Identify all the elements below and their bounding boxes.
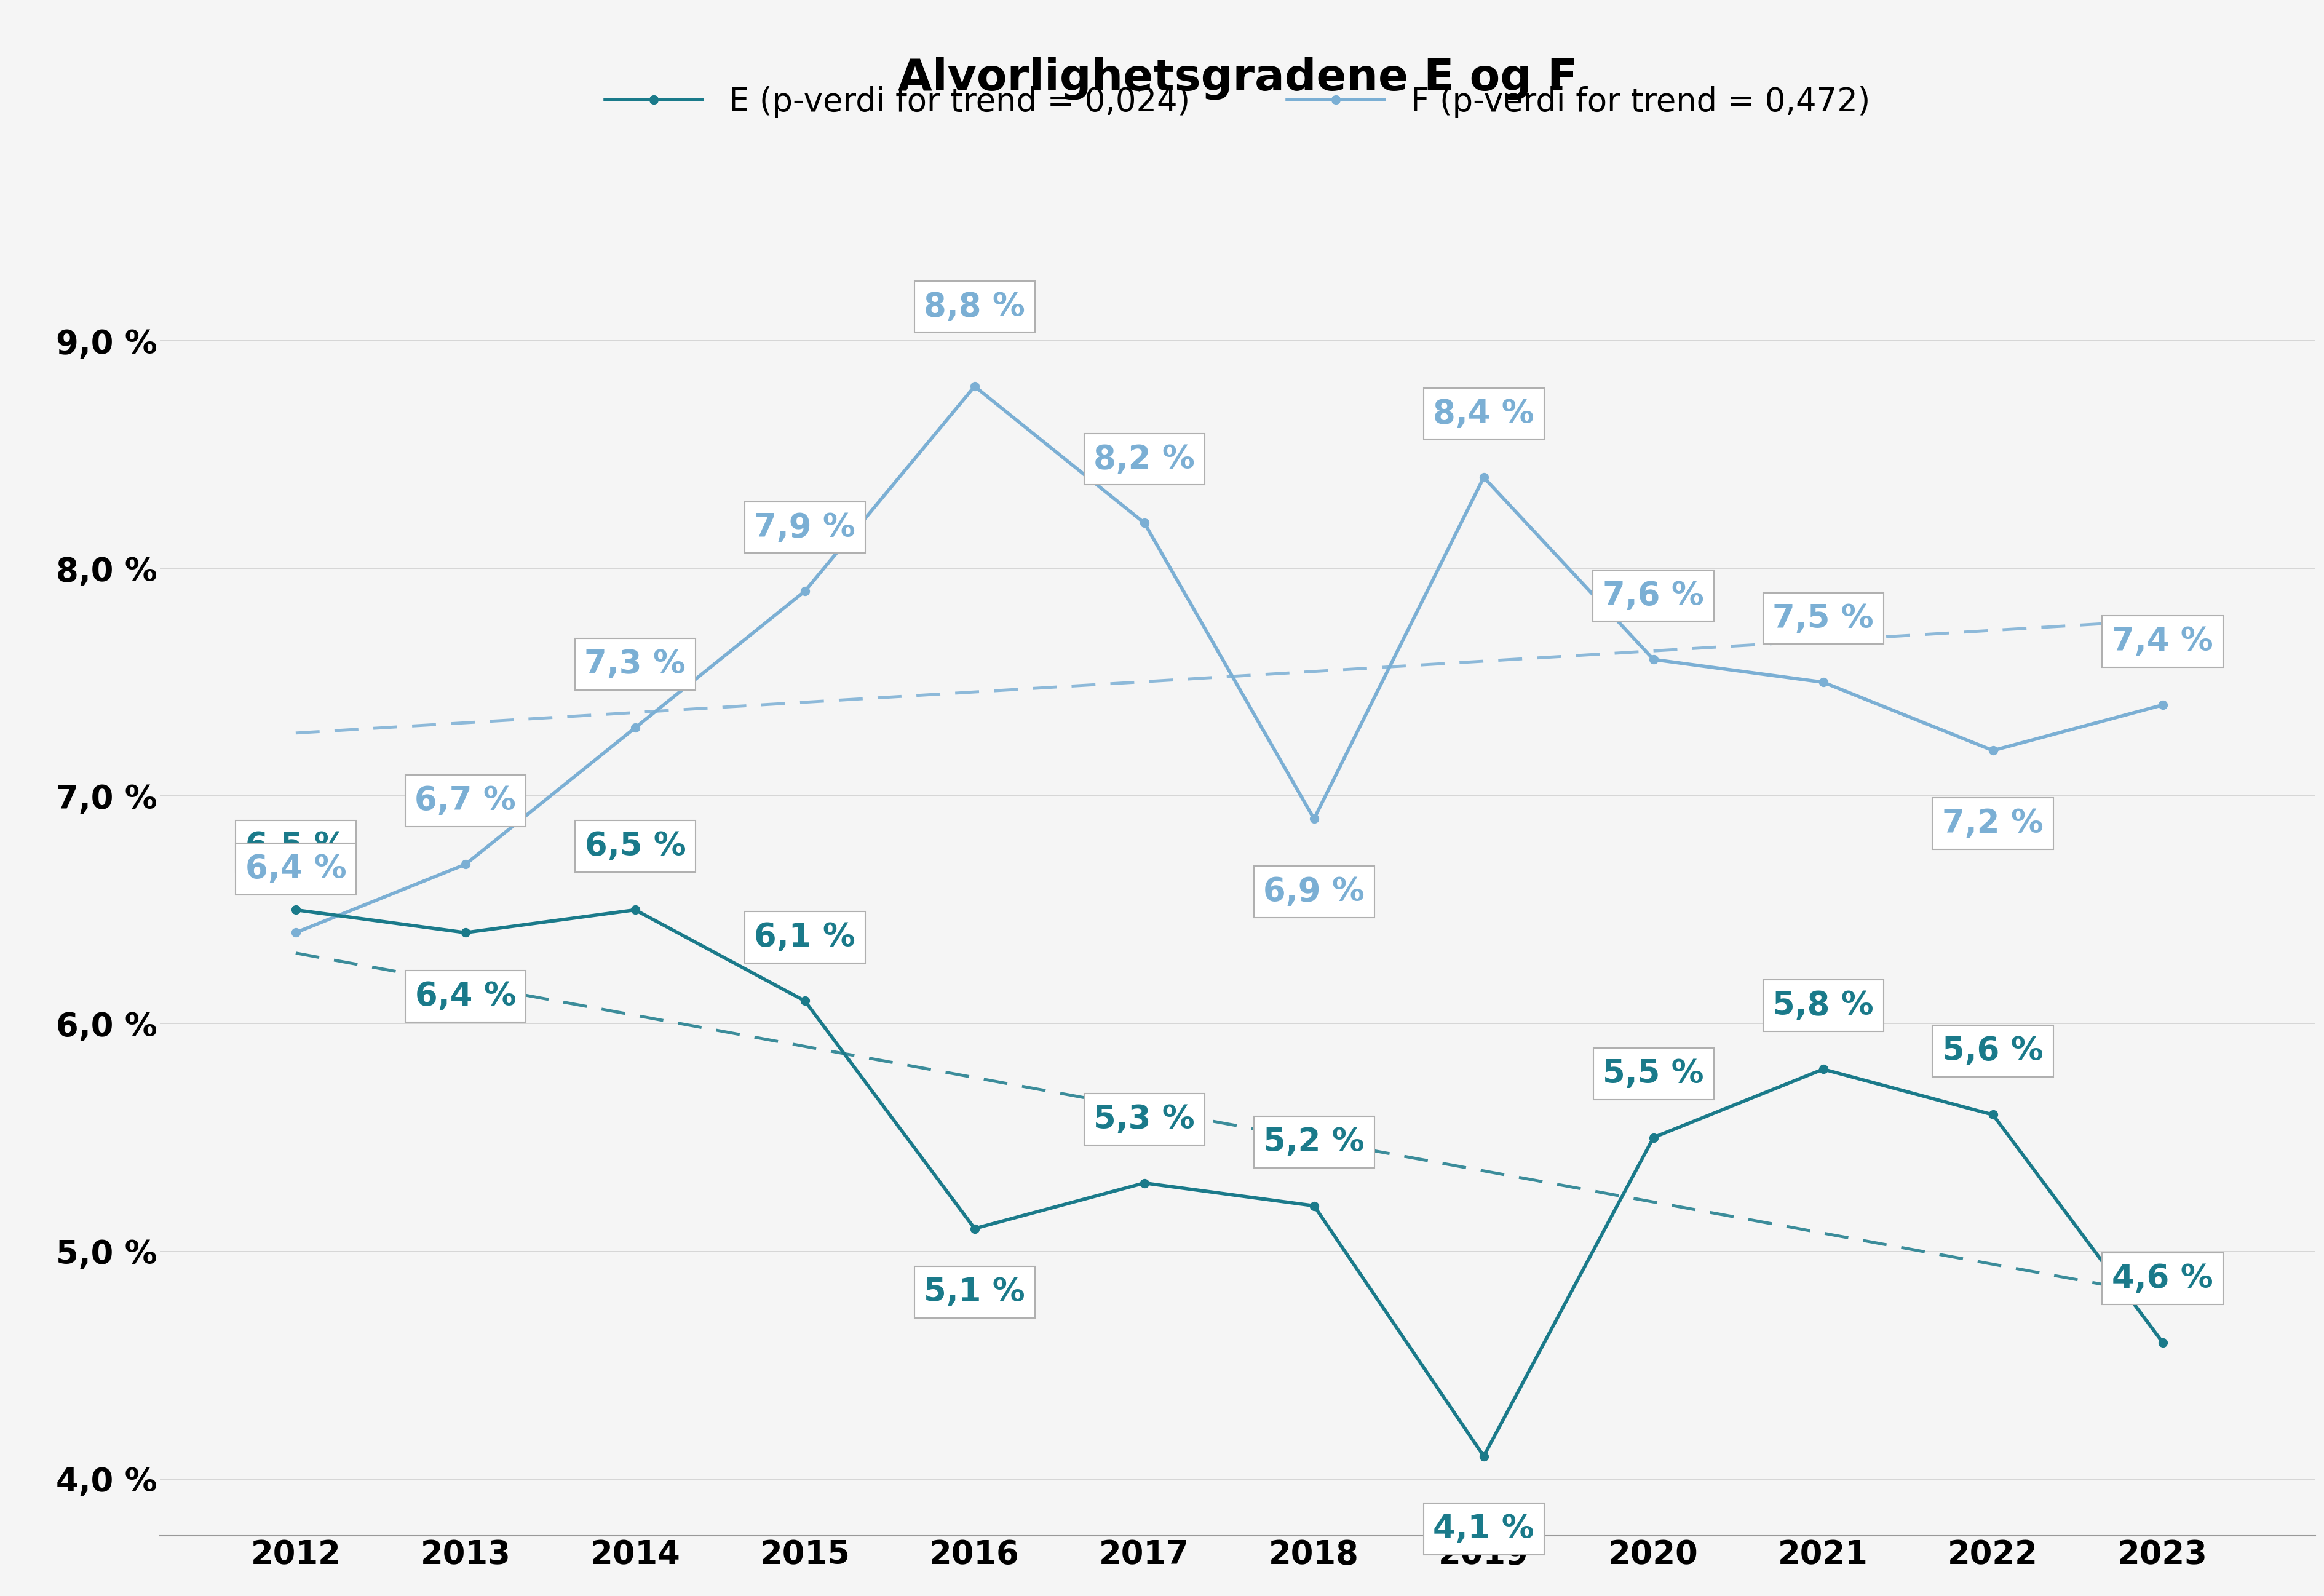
Text: 4,6 %: 4,6 % <box>2113 1262 2212 1294</box>
Text: 7,6 %: 7,6 % <box>1604 579 1703 611</box>
Text: 6,4 %: 6,4 % <box>414 980 516 1012</box>
Text: 8,8 %: 8,8 % <box>923 290 1025 322</box>
Text: 5,6 %: 5,6 % <box>1943 1036 2043 1068</box>
Text: 7,9 %: 7,9 % <box>753 511 855 544</box>
Text: 7,5 %: 7,5 % <box>1773 603 1873 635</box>
Text: 6,5 %: 6,5 % <box>244 830 346 862</box>
Text: 8,2 %: 8,2 % <box>1092 444 1195 476</box>
Text: 7,2 %: 7,2 % <box>1943 808 2043 839</box>
Text: 8,4 %: 8,4 % <box>1434 397 1534 429</box>
Text: 5,8 %: 5,8 % <box>1773 990 1873 1021</box>
Text: 6,4 %: 6,4 % <box>244 852 346 884</box>
Text: 6,9 %: 6,9 % <box>1262 876 1364 908</box>
Text: 5,5 %: 5,5 % <box>1604 1058 1703 1090</box>
Text: 5,2 %: 5,2 % <box>1262 1127 1364 1159</box>
Text: 4,1 %: 4,1 % <box>1434 1513 1534 1545</box>
Legend: E (p-verdi for trend = 0,024), F (p-verdi for trend = 0,472): E (p-verdi for trend = 0,024), F (p-verd… <box>593 73 1882 131</box>
Text: 6,5 %: 6,5 % <box>583 830 686 862</box>
Text: 7,3 %: 7,3 % <box>583 648 686 680</box>
Text: 6,7 %: 6,7 % <box>414 785 516 817</box>
Text: 6,1 %: 6,1 % <box>753 921 855 953</box>
Title: Alvorlighetsgradene E og F: Alvorlighetsgradene E og F <box>897 57 1578 101</box>
Text: 7,4 %: 7,4 % <box>2113 626 2212 658</box>
Text: 5,3 %: 5,3 % <box>1092 1103 1195 1135</box>
Text: 5,1 %: 5,1 % <box>923 1277 1025 1309</box>
